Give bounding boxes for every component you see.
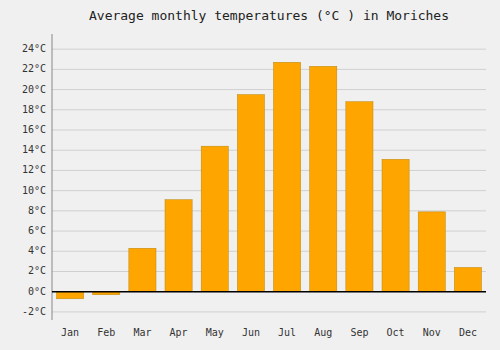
x-tick-label: Jun — [242, 327, 260, 338]
bar — [382, 159, 409, 291]
y-tick-label: 8°C — [28, 205, 46, 216]
y-tick-label: 0°C — [28, 286, 46, 297]
bars — [57, 62, 482, 298]
grid-line — [52, 210, 486, 211]
grid — [52, 49, 486, 312]
bar — [310, 66, 337, 291]
y-tick-label: 24°C — [22, 43, 46, 54]
y-axis-line — [52, 34, 53, 320]
x-tick-label: Feb — [97, 327, 115, 338]
grid-line — [52, 150, 486, 151]
x-tick-label: Oct — [387, 327, 405, 338]
bar — [237, 95, 264, 292]
background — [0, 0, 500, 350]
x-tick-label: Aug — [314, 327, 332, 338]
x-tick-label: Jul — [278, 327, 296, 338]
x-tick-label: Mar — [133, 327, 151, 338]
bar — [201, 146, 228, 292]
grid-line — [52, 130, 486, 131]
x-tick-label: Nov — [423, 327, 441, 338]
chart: Average monthly temperatures (°C ) in Mo… — [0, 0, 500, 350]
x-tick-label: Jan — [61, 327, 79, 338]
bar — [165, 200, 192, 292]
bar — [57, 292, 84, 299]
y-tick-label: 4°C — [28, 245, 46, 256]
grid-line — [52, 190, 486, 191]
x-tick-label: Apr — [170, 327, 188, 338]
title: Average monthly temperatures (°C ) in Mo… — [89, 8, 449, 23]
grid-line — [52, 109, 486, 110]
y-tick-label: -2°C — [22, 306, 46, 317]
y-tick-label: 18°C — [22, 104, 46, 115]
grid-line — [52, 311, 486, 312]
x-tick-label: Dec — [459, 327, 477, 338]
bar — [346, 102, 373, 292]
zero-line — [52, 291, 486, 293]
bar — [418, 212, 445, 292]
bar — [129, 248, 156, 291]
y-tick-label: 20°C — [22, 84, 46, 95]
y-tick-label: 16°C — [22, 124, 46, 135]
grid-line — [52, 170, 486, 171]
x-tick-label: May — [206, 327, 224, 338]
grid-line — [52, 49, 486, 50]
bar — [274, 62, 301, 291]
x-tick-label: Sep — [350, 327, 368, 338]
y-tick-label: 2°C — [28, 265, 46, 276]
grid-line — [52, 291, 486, 292]
grid-line — [52, 89, 486, 90]
y-tick-label: 14°C — [22, 144, 46, 155]
y-tick-label: 22°C — [22, 63, 46, 74]
grid-line — [52, 69, 486, 70]
y-tick-label: 10°C — [22, 185, 46, 196]
bar — [454, 267, 481, 291]
y-tick-label: 6°C — [28, 225, 46, 236]
y-tick-label: 12°C — [22, 164, 46, 175]
